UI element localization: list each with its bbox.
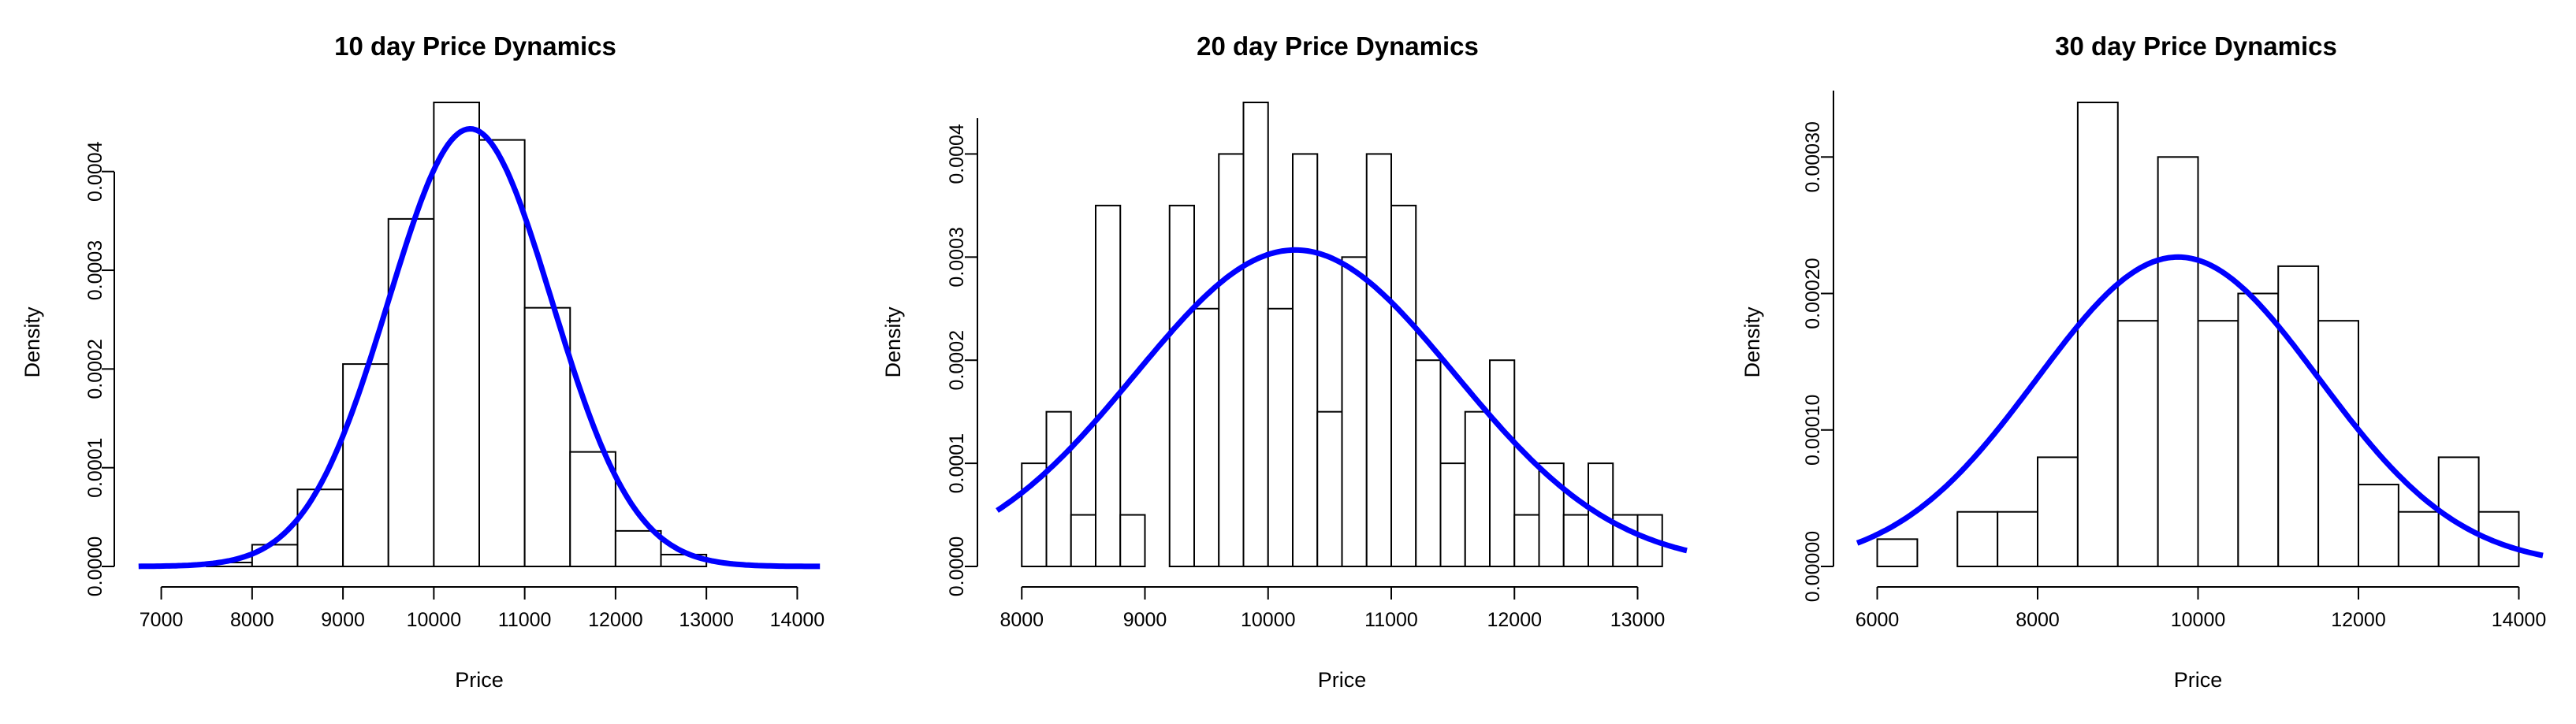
histogram-bar	[1876, 538, 1919, 568]
y-tick-label: 0.0000	[84, 537, 106, 596]
chart-title: 10 day Price Dynamics	[334, 32, 616, 61]
histogram-bar	[1997, 511, 2039, 567]
y-tick-label: 0.0002	[84, 339, 106, 399]
y-axis-label: Density	[881, 306, 905, 378]
histogram-bar	[2157, 156, 2199, 567]
histogram-bar	[2357, 484, 2399, 568]
histogram-bar	[2237, 292, 2280, 567]
histogram-bar	[1562, 514, 1589, 567]
histogram-bar	[1095, 204, 1122, 567]
x-tick-label: 12000	[1487, 609, 1542, 631]
y-tick-label: 0.00020	[1802, 258, 1824, 329]
y-tick-label: 0.00000	[1802, 531, 1824, 602]
histogram-bar	[2037, 456, 2079, 567]
y-tick-label: 0.0004	[946, 124, 968, 184]
x-tick-label: 10000	[1241, 609, 1296, 631]
chart-title: 20 day Price Dynamics	[1197, 32, 1479, 61]
x-tick-label: 12000	[2331, 609, 2386, 631]
chart-title: 30 day Price Dynamics	[2055, 32, 2337, 61]
histogram-bar	[1341, 256, 1368, 567]
x-tick-label: 13000	[1610, 609, 1666, 631]
x-tick-label: 8000	[1000, 609, 1044, 631]
y-axis-label: Density	[1740, 306, 1764, 378]
x-tick-label: 12000	[588, 609, 643, 631]
chart-panel-30-day: 30 day Price Dynamics 6000 8000 10000 12000 1…	[1740, 32, 2546, 692]
histogram-bar	[1390, 204, 1417, 567]
histogram-bar	[1070, 514, 1096, 567]
x-tick-label: 8000	[2016, 609, 2060, 631]
y-tick-label: 0.00010	[1802, 395, 1824, 466]
histogram-bar	[2277, 265, 2320, 567]
histogram-bar	[2317, 320, 2359, 567]
density-curve	[138, 126, 821, 570]
histogram-bar	[1513, 514, 1540, 567]
histogram-bar	[342, 363, 389, 567]
y-tick-label: 0.00030	[1802, 121, 1824, 192]
histogram-bar	[1292, 153, 1319, 567]
histogram-bar	[1267, 307, 1294, 567]
x-tick-label: 9000	[1123, 609, 1167, 631]
histogram-bar	[1218, 153, 1245, 567]
histogram-bar	[1119, 514, 1146, 567]
y-tick-label: 0.0002	[946, 330, 968, 390]
density-curve	[1856, 254, 2544, 559]
density-curve	[996, 247, 1688, 554]
histogram-bar	[1464, 410, 1491, 568]
histogram-bar	[1316, 410, 1343, 568]
x-axis-label: Price	[455, 668, 504, 692]
x-tick-label: 10000	[2171, 609, 2226, 631]
histogram-bar	[433, 102, 480, 567]
y-axis-label: Density	[20, 306, 44, 378]
x-tick-label: 14000	[770, 609, 825, 631]
histogram-bar	[1365, 153, 1392, 567]
x-tick-label: 6000	[1856, 609, 1900, 631]
histogram-bar	[1045, 410, 1072, 568]
x-tick-label: 10000	[407, 609, 462, 631]
histogram-bar	[1168, 204, 1195, 567]
histogram-bar	[2116, 320, 2159, 567]
x-axis-label: Price	[2174, 668, 2223, 692]
x-axis-label: Price	[1318, 668, 1367, 692]
histogram-bar	[1956, 511, 1999, 567]
y-tick-label: 0.0003	[84, 240, 106, 300]
x-tick-label: 7000	[140, 609, 184, 631]
histogram-bar	[2397, 511, 2440, 567]
y-tick-label: 0.0001	[946, 433, 968, 493]
x-tick-label: 11000	[498, 609, 552, 631]
histogram-bar	[1242, 102, 1269, 567]
histogram-bar	[1439, 462, 1466, 567]
histogram-bar	[1193, 307, 1220, 567]
histogram-bar	[569, 451, 616, 567]
histogram-bar	[523, 306, 571, 567]
histogram-bar	[1415, 359, 1442, 567]
histogram-bar	[2197, 320, 2239, 567]
x-tick-label: 9000	[321, 609, 365, 631]
chart-panel-20-day: 20 day Price Dynamics 8000 9000 10000 11000 1…	[881, 32, 1688, 692]
x-tick-label: 8000	[230, 609, 274, 631]
histogram-bar	[1489, 359, 1516, 567]
y-tick-label: 0.0001	[84, 437, 106, 497]
y-tick-label: 0.0004	[84, 141, 106, 202]
x-tick-label: 11000	[1364, 609, 1418, 631]
histogram-bar	[296, 488, 344, 567]
x-tick-label: 14000	[2492, 609, 2547, 631]
histogram-bar	[2076, 102, 2119, 567]
y-tick-label: 0.0003	[946, 227, 968, 287]
histogram-bar	[614, 529, 662, 568]
chart-panel-10-day: 10 day Price Dynamics 7000 8000 9000 10000 11…	[20, 32, 825, 692]
y-tick-label: 0.0000	[946, 537, 968, 596]
x-tick-label: 13000	[679, 609, 734, 631]
